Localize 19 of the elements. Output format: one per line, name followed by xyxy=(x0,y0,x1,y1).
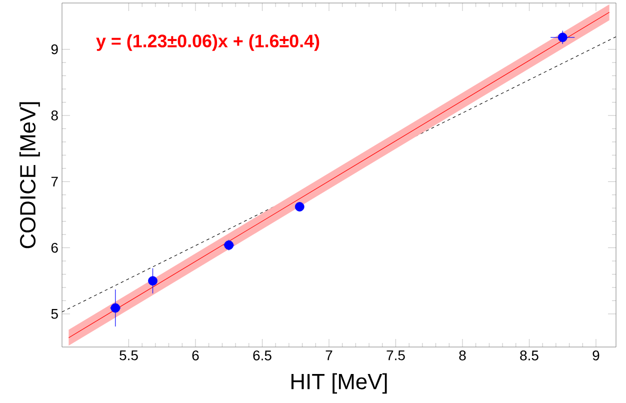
y-tick-label: 5 xyxy=(51,309,58,319)
x-tick-label: 8.5 xyxy=(520,350,538,360)
point xyxy=(294,202,304,212)
x-tick-label: 5.5 xyxy=(120,350,138,360)
x-axis-title: HIT [MeV] xyxy=(291,373,387,394)
y-tick-label: 9 xyxy=(51,44,58,54)
y-tick-label: 7 xyxy=(51,176,58,186)
y-tick-label: 8 xyxy=(51,110,58,120)
x-tick-label: 9 xyxy=(592,350,600,360)
x-tick-label: 6.5 xyxy=(253,350,272,360)
x-tick-label: 7.5 xyxy=(386,350,405,360)
point xyxy=(148,276,158,286)
point xyxy=(224,240,234,250)
annotation: y = (1.23±0.06)x + (1.6±0.4) xyxy=(96,34,320,51)
x-tick-label: 8 xyxy=(459,350,466,360)
y-axis-title: CODICE [MeV] xyxy=(19,102,40,248)
x-tick-label: 6 xyxy=(192,350,199,360)
x-tick-label: 7 xyxy=(326,350,332,360)
y-tick-label: 6 xyxy=(51,242,58,253)
